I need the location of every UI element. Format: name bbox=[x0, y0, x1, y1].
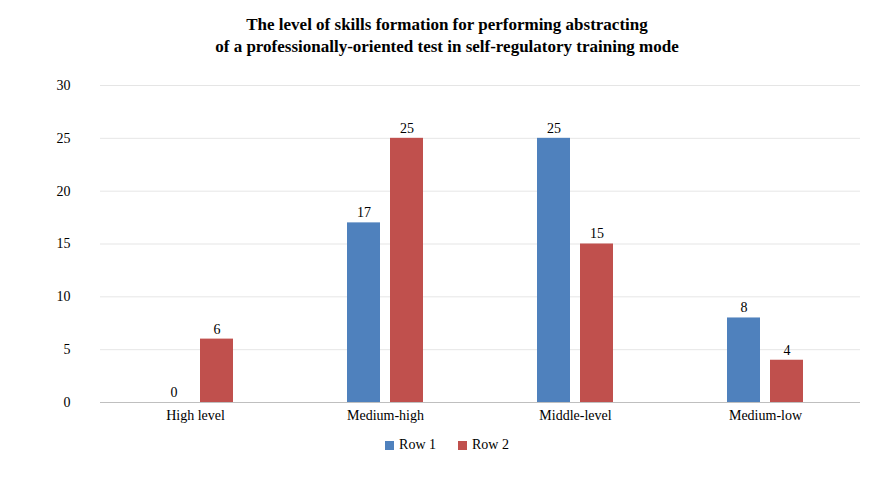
svg-text:25: 25 bbox=[547, 121, 561, 136]
svg-text:10: 10 bbox=[57, 289, 71, 304]
svg-text:30: 30 bbox=[57, 78, 71, 93]
svg-text:15: 15 bbox=[590, 226, 604, 241]
html-text:Row 1: Row 1 bbox=[399, 437, 436, 452]
svg-text:6: 6 bbox=[214, 322, 221, 337]
svg-text:0: 0 bbox=[171, 385, 178, 400]
svg-text:8: 8 bbox=[741, 300, 748, 315]
svg-text:25: 25 bbox=[57, 131, 71, 146]
html-text:The level of skills formation: The level of skills formation for perfor… bbox=[215, 15, 679, 56]
svg-text:0: 0 bbox=[64, 395, 71, 410]
svg-text:20: 20 bbox=[57, 184, 71, 199]
html-text:Row 2: Row 2 bbox=[472, 437, 509, 452]
svg-text:High level: High level bbox=[166, 408, 225, 423]
svg-text:Middle-level: Middle-level bbox=[539, 408, 611, 423]
svg-text:15: 15 bbox=[57, 236, 71, 251]
svg-text:25: 25 bbox=[400, 121, 414, 136]
svg-text:Medium-high: Medium-high bbox=[347, 408, 424, 423]
svg-text:4: 4 bbox=[784, 343, 791, 358]
svg-text:Medium-low: Medium-low bbox=[729, 408, 803, 423]
svg-text:5: 5 bbox=[64, 342, 71, 357]
svg-text:17: 17 bbox=[357, 205, 371, 220]
